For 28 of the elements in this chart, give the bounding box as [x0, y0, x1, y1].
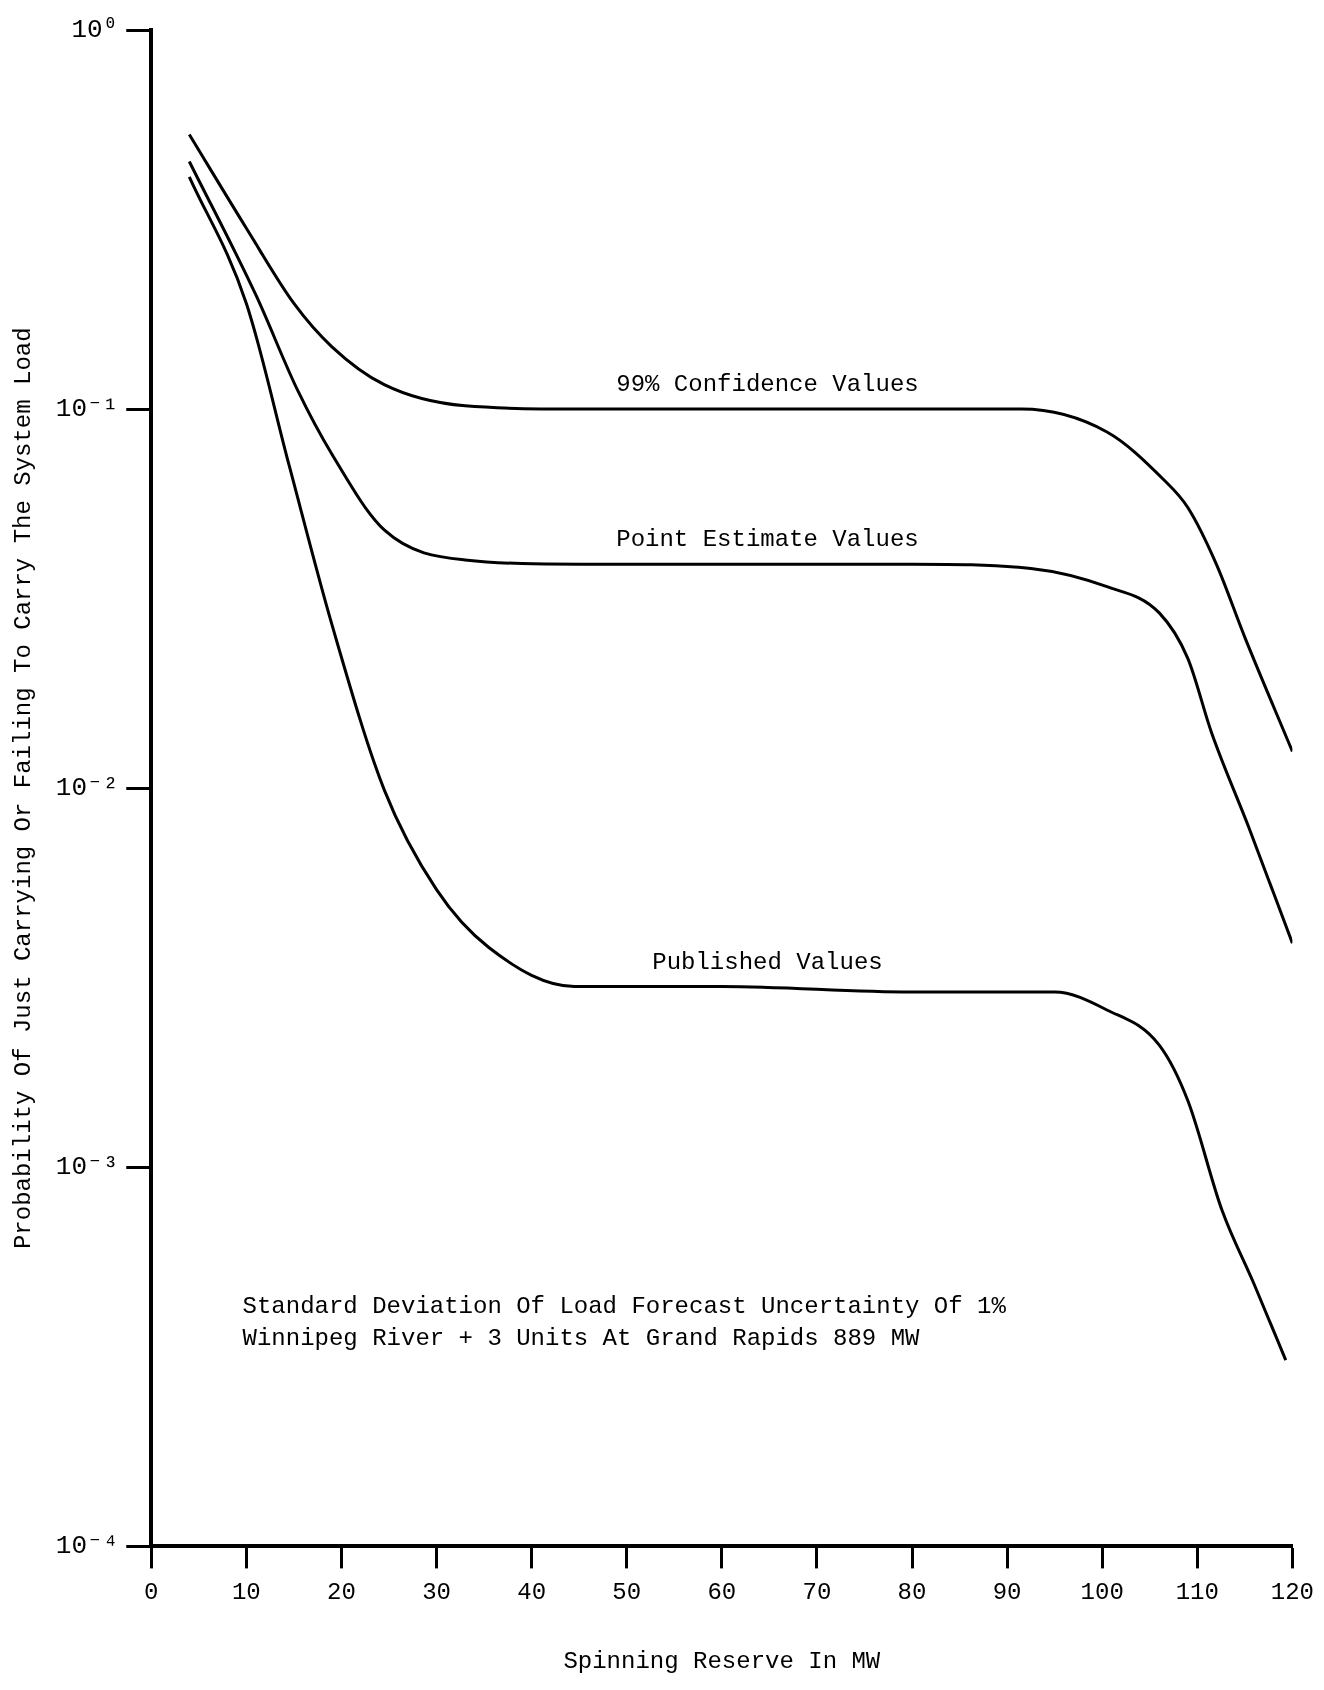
x-tick-label: 60 — [707, 1579, 737, 1607]
x-tick-label: 110 — [1175, 1579, 1219, 1607]
y-tick-label: 10⁻⁴ — [55, 1531, 119, 1562]
line-series — [187, 175, 1288, 1362]
series-label: Published Values — [652, 948, 883, 976]
line-series — [187, 133, 1293, 753]
x-tick-label: 0 — [144, 1579, 159, 1607]
x-tick-label: 40 — [517, 1579, 547, 1607]
y-tick-label: 10⁻² — [55, 773, 119, 804]
annotation: Winnipeg River + 3 Units At Grand Rapids 889 MW — [242, 1325, 921, 1353]
x-tick-label: 50 — [612, 1579, 642, 1607]
x-tick-label: 80 — [897, 1579, 927, 1607]
x-axis-title: Spinning Reserve In MW — [563, 1647, 881, 1675]
series-label: Point Estimate Values — [616, 526, 919, 554]
x-tick-label: 10 — [231, 1579, 261, 1607]
x-tick-label: 90 — [992, 1579, 1022, 1607]
y-tick-label: 10⁻³ — [55, 1152, 119, 1183]
line-series — [187, 159, 1293, 945]
series-label: 99% Confidence Values — [616, 371, 919, 399]
x-tick-label: 120 — [1270, 1579, 1315, 1607]
x-tick-label: 30 — [422, 1579, 451, 1607]
x-tick-label: 70 — [802, 1579, 832, 1607]
y-axis-title: Probability Of Just Carrying Or Failing To Carry The System Load — [9, 327, 37, 1250]
annotation: Standard Deviation Of Load Forecast Uncertainty Of 1% — [242, 1293, 1007, 1321]
x-tick-label: 100 — [1080, 1579, 1124, 1607]
x-tick-label: 20 — [327, 1579, 356, 1607]
y-tick-label: 10⁻¹ — [55, 393, 119, 424]
y-tick-label: 10⁰ — [71, 14, 119, 45]
